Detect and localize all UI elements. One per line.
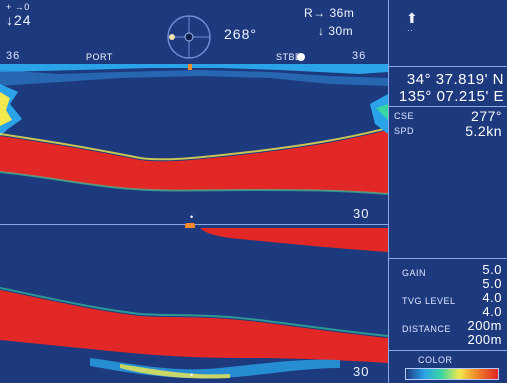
distance-value-1: 200m bbox=[467, 318, 502, 333]
heading-value: 268° bbox=[224, 26, 257, 42]
tvg-value-1: 4.0 bbox=[482, 290, 502, 305]
color-scale-bar bbox=[405, 368, 499, 380]
sidebar-sep-2 bbox=[388, 106, 507, 107]
gain-label: GAIN bbox=[402, 268, 427, 278]
lower-scale-label: 30 bbox=[353, 364, 370, 379]
mid-marker: • bbox=[190, 212, 194, 222]
tvg-value-2: 4.0 bbox=[482, 304, 502, 319]
lower-echo-panel: 30 • bbox=[0, 228, 388, 383]
info-sidebar: ⬆ ·· 34° 37.819' N 135° 07.215' E CSE 27… bbox=[388, 0, 507, 383]
distance-value-2: 200m bbox=[467, 332, 502, 347]
left-depth-label: ↓24 bbox=[6, 12, 32, 28]
sidebar-sep-4 bbox=[388, 350, 507, 351]
stbd-label: STBD bbox=[276, 52, 303, 62]
tvg-level-label: TVG LEVEL bbox=[402, 296, 456, 306]
longitude-value: 135° 07.215' E bbox=[398, 88, 504, 105]
bottom-marker: • bbox=[190, 370, 194, 380]
heading-compass-icon bbox=[166, 14, 212, 60]
divider-center-marker-icon bbox=[185, 223, 195, 229]
gain-value-1: 5.0 bbox=[482, 262, 502, 277]
left-arrow-label: + →0 bbox=[6, 2, 30, 12]
right-depth-label: ↓ 30m bbox=[318, 24, 354, 38]
port-label: PORT bbox=[86, 52, 113, 62]
range-right-label: 36 bbox=[352, 50, 367, 62]
sidebar-sep-3 bbox=[388, 258, 507, 259]
sidebar-sep-1 bbox=[388, 66, 507, 67]
stbd-indicator-icon bbox=[297, 53, 305, 61]
range-left-label: 36 bbox=[6, 50, 21, 62]
north-marker-dots: ·· bbox=[407, 26, 414, 35]
right-range-label: R→ 36m bbox=[304, 6, 355, 20]
color-label: COLOR bbox=[418, 355, 453, 365]
distance-label: DISTANCE bbox=[402, 324, 451, 334]
cse-value: 277° bbox=[471, 108, 502, 124]
upper-echo-panel: 30 bbox=[0, 64, 388, 224]
upper-scale-label: 30 bbox=[353, 206, 370, 221]
north-marker-icon: ⬆ bbox=[406, 10, 419, 26]
spd-value: 5.2kn bbox=[465, 123, 502, 139]
gain-value-2: 5.0 bbox=[482, 276, 502, 291]
latitude-value: 34° 37.819' N bbox=[406, 71, 504, 88]
sidebar-border bbox=[388, 0, 389, 383]
top-status-bar: + →0 ↓24 268° R→ 36m ↓ 30m 36 PORT STBD … bbox=[0, 0, 390, 62]
cse-label: CSE bbox=[394, 111, 415, 121]
spd-label: SPD bbox=[394, 126, 415, 136]
